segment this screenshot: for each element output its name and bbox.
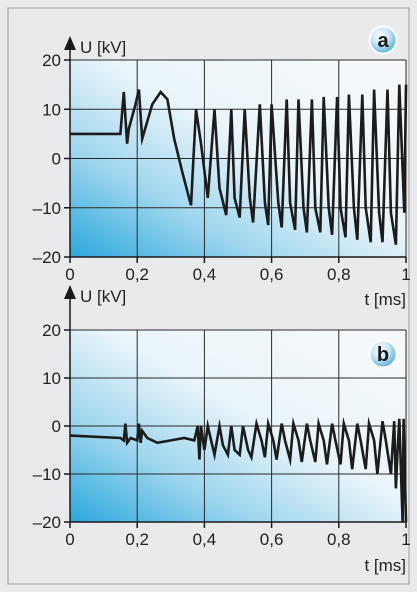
tick-label-y-a-3: –10 [33, 199, 61, 218]
tick-label-x-b-4: 0,8 [327, 530, 351, 549]
y-axis-label-b: U [kV] [80, 287, 126, 306]
panel-badge-label-a: a [377, 30, 389, 52]
y-axis-arrow-a [64, 36, 76, 50]
tick-label-x-a-2: 0,4 [193, 265, 217, 284]
tick-label-y-a-0: 20 [42, 51, 61, 70]
tick-label-y-a-4: –20 [33, 248, 61, 267]
panel-badge-a: a [368, 25, 398, 55]
tick-label-y-a-1: 10 [42, 100, 61, 119]
tick-label-x-b-1: 0,2 [125, 530, 149, 549]
panel-badge-circle-b [368, 339, 398, 369]
y-axis-label-a: U [kV] [80, 38, 126, 57]
tick-label-y-b-1: 10 [42, 369, 61, 388]
tick-label-x-b-2: 0,4 [193, 530, 217, 549]
ticks-b: 0 0,2 0,4 0,6 0,8 1 20 10 0 –10 –20 [33, 321, 411, 549]
tick-label-y-a-2: 0 [52, 150, 61, 169]
tick-label-x-b-3: 0,6 [260, 530, 284, 549]
tick-label-x-a-3: 0,6 [260, 265, 284, 284]
tick-label-x-a-4: 0,8 [327, 265, 351, 284]
panel-badge-circle-a [368, 25, 398, 55]
panel-badge-label-b: b [377, 344, 389, 366]
tick-label-x-a-1: 0,2 [125, 265, 149, 284]
chart-panel-a: U [kV] t [ms] 0 0,2 0,4 0,6 0,8 120100–10–20 … [33, 25, 411, 309]
series-group-b [69, 416, 408, 523]
series-line-a-0 [70, 84, 408, 245]
series-line-b-0 [69, 416, 408, 523]
tick-label-x-a-5: 1 [401, 265, 410, 284]
tick-label-y-b-0: 20 [42, 321, 61, 340]
tick-label-y-b-3: –10 [33, 465, 61, 484]
tick-label-x-b-0: 0 [65, 530, 74, 549]
x-axis-label-a: t [ms] [364, 290, 406, 309]
tick-label-x-b-5: 1 [401, 530, 410, 549]
tick-label-y-b-4: –20 [33, 513, 61, 532]
series-group-a [70, 84, 408, 245]
panel-badge-b: b [368, 339, 398, 369]
chart-panel-b: U [kV] t [ms] 0 0,2 0,4 0,6 0,8 120100–10–20 … [33, 285, 411, 575]
tick-label-y-b-2: 0 [52, 417, 61, 436]
ticks-a: 0 0,2 0,4 0,6 0,8 1 20 10 0 –10 –20 [33, 51, 411, 284]
tick-label-x-a-0: 0 [65, 265, 74, 284]
y-axis-arrow-b [64, 285, 76, 299]
x-axis-label-b: t [ms] [364, 556, 406, 575]
